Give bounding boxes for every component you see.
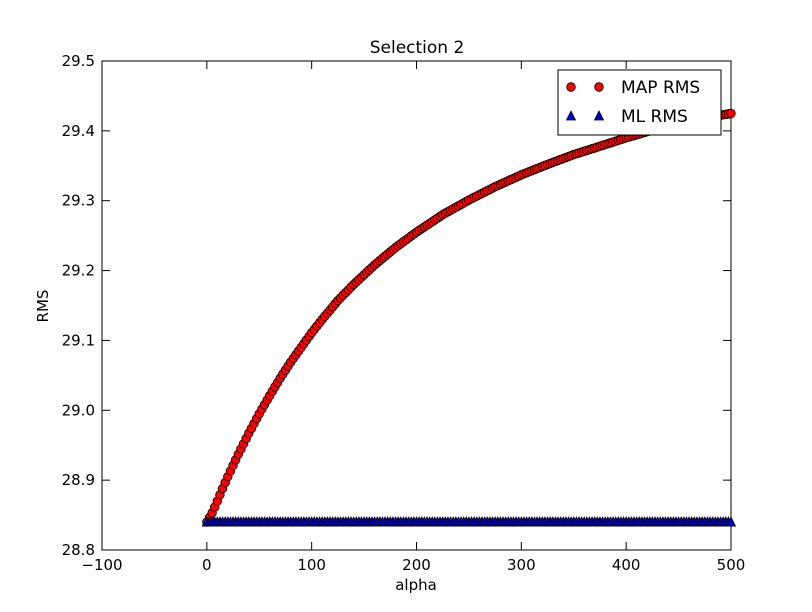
x-tick-label: −100 <box>81 556 122 574</box>
y-tick-label: 29.4 <box>62 122 95 140</box>
y-tick-label: 29.2 <box>62 262 95 280</box>
legend-marker-ml-rms <box>565 110 577 121</box>
x-axis-label: alpha <box>395 576 437 594</box>
x-tick-label: 300 <box>507 556 536 574</box>
chart-title: Selection 2 <box>370 38 465 58</box>
x-tick-label: 500 <box>717 556 746 574</box>
markers <box>201 108 737 527</box>
x-tick-label: 200 <box>402 556 431 574</box>
y-tick-label: 28.9 <box>62 471 95 489</box>
ticks: −100 0 100 200 300 400 500 28.8 28.9 29.0 29.1 29.2… <box>62 52 746 574</box>
y-tick-label: 29.3 <box>62 192 95 210</box>
legend-marker-ml-rms <box>593 110 605 121</box>
x-tick-label: 100 <box>297 556 326 574</box>
x-tick-label: 0 <box>202 556 212 574</box>
y-tick-label: 29.1 <box>62 331 95 349</box>
legend-label-ml-rms: ML RMS <box>621 107 688 127</box>
legend: MAP RMS ML RMS <box>557 69 722 136</box>
y-tick-label: 28.8 <box>62 541 95 559</box>
y-axis-label: RMS <box>34 290 52 323</box>
plot-area: −100 0 100 200 300 400 500 28.8 28.9 29.0 29.1 29.2… <box>62 52 746 574</box>
legend-marker-map-rms <box>566 82 576 92</box>
map-rms-point <box>726 108 736 119</box>
legend-marker-map-rms <box>594 82 604 92</box>
y-tick-label: 29.0 <box>62 401 95 419</box>
y-tick-label: 29.5 <box>62 52 95 70</box>
legend-box <box>557 69 722 136</box>
x-tick-label: 400 <box>612 556 641 574</box>
ml-rms-point <box>725 516 737 527</box>
legend-label-map-rms: MAP RMS <box>621 78 700 98</box>
